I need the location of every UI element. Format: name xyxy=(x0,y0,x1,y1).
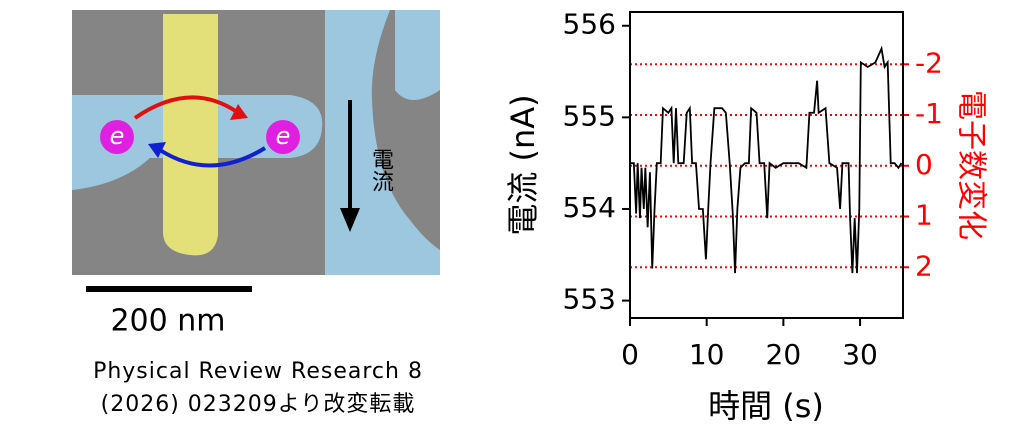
data-line xyxy=(630,45,903,274)
y-tick-label: 556 xyxy=(563,8,616,41)
current-label: 電流 xyxy=(368,148,394,192)
x-tick-label: 10 xyxy=(689,338,725,371)
scale-bar-label: 200 nm xyxy=(110,304,225,339)
electron-label: e xyxy=(276,122,291,150)
plot-frame xyxy=(629,11,904,319)
y-tick-label: 554 xyxy=(563,191,616,224)
y-tick-label: 553 xyxy=(563,283,616,316)
y2-tick-label: 2 xyxy=(915,249,933,282)
y2-tick-label: 1 xyxy=(915,199,933,232)
citation: Physical Review Research 8 xyxy=(93,359,423,384)
x-axis-title: 時間 (s) xyxy=(708,387,824,425)
y2-axis-title: 電子数変化 xyxy=(954,90,989,240)
x-tick-label: 30 xyxy=(842,338,878,371)
y2-tick-label: -1 xyxy=(915,97,943,130)
y2-tick-label: 0 xyxy=(915,148,933,181)
y2-tick-label: -2 xyxy=(915,46,943,79)
x-tick-label: 20 xyxy=(766,338,802,371)
sem-image: e e 電流 xyxy=(72,10,440,275)
y-axis-title: 電流 (nA) xyxy=(504,94,542,235)
chart: 電流 (nA) 電子数変化 時間 (s) xyxy=(504,90,989,425)
y-tick-label: 555 xyxy=(563,99,616,132)
x-tick-label: 0 xyxy=(621,338,639,371)
electron-label: e xyxy=(110,122,125,150)
citation: (2026) 023209より改変転載 xyxy=(101,392,416,417)
